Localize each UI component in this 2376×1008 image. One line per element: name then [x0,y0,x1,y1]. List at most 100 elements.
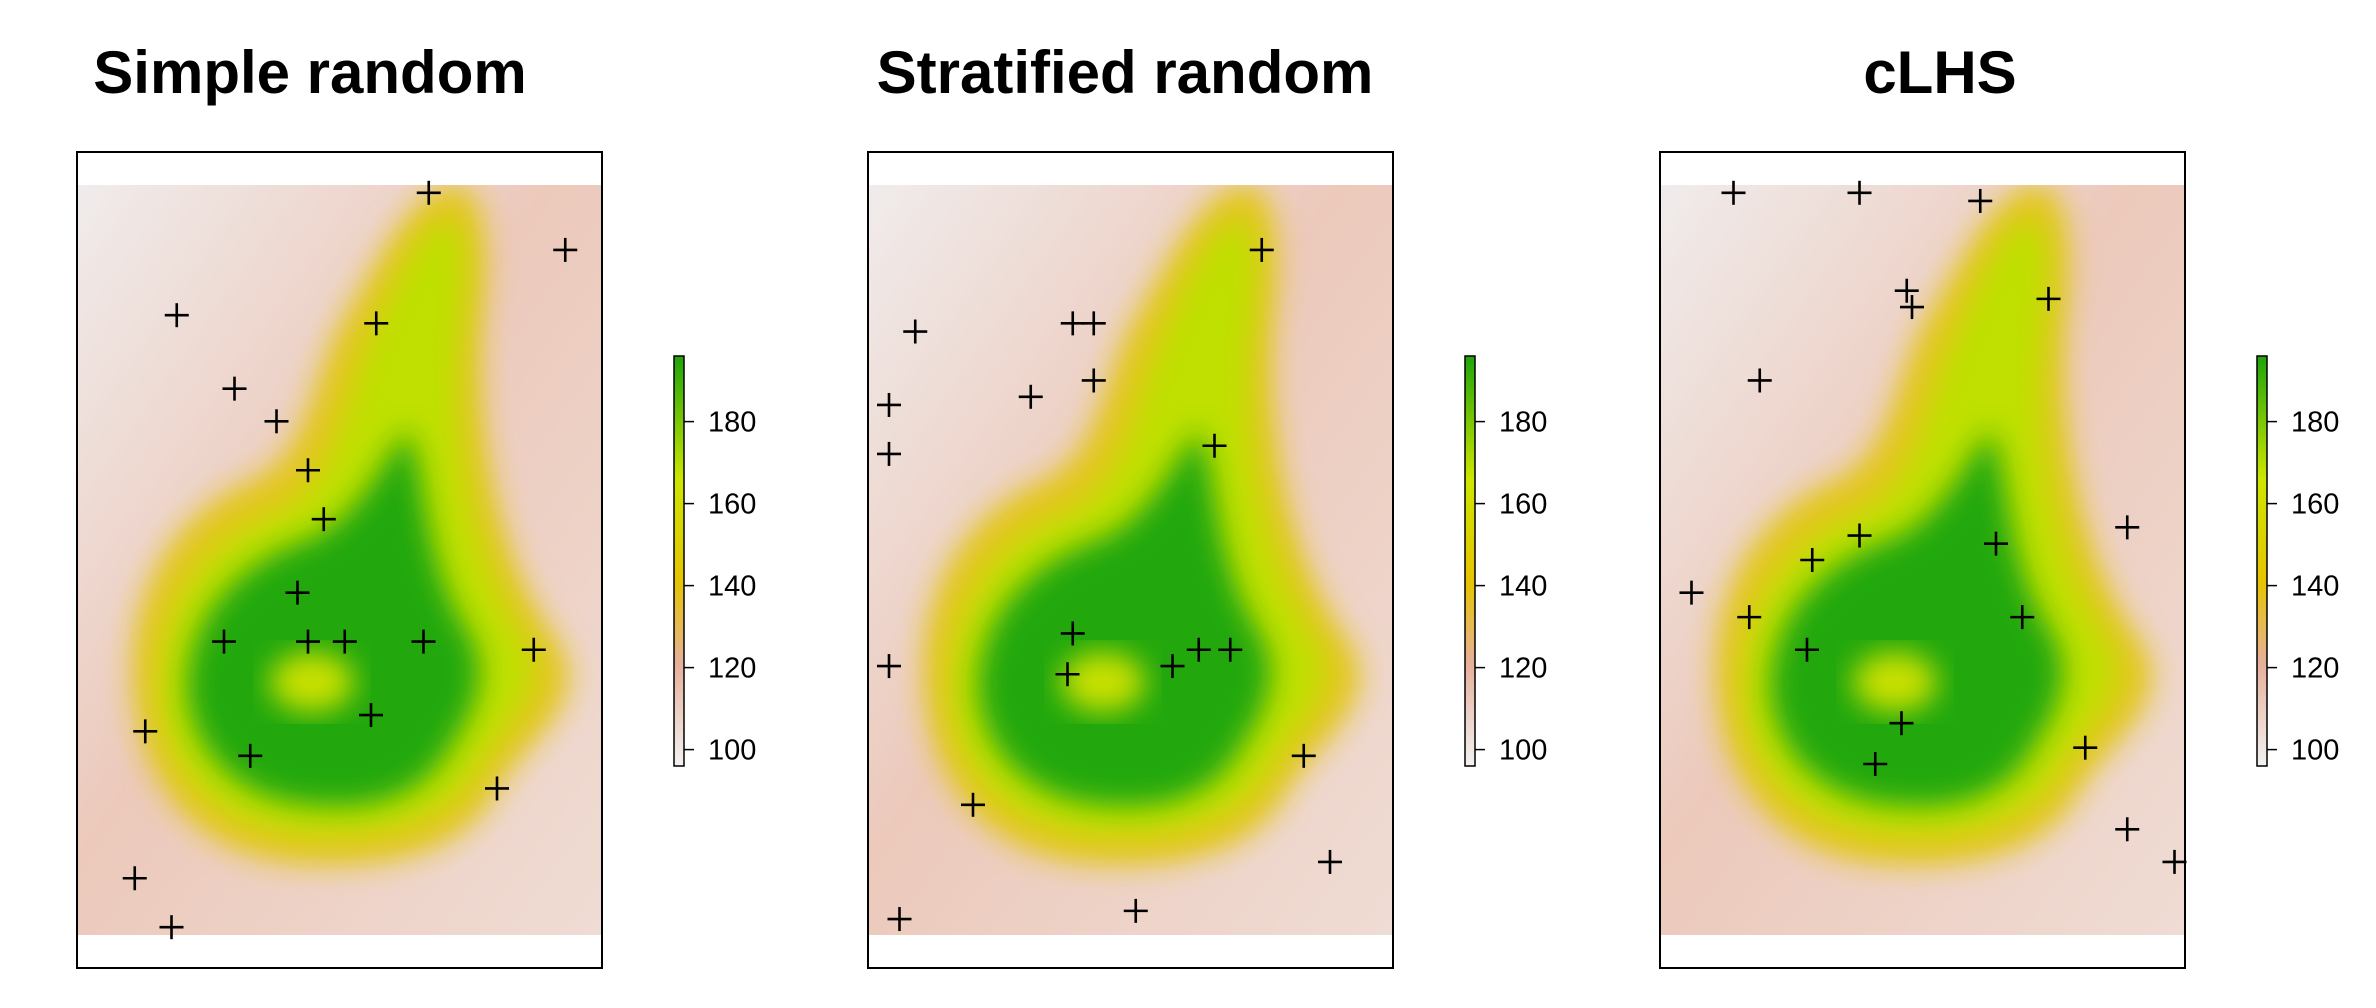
sample-point [903,319,928,344]
sample-point [1081,311,1106,336]
colorbar-tick-label: 180 [708,407,756,439]
sample-point [2036,286,2061,311]
panel-3: 100 120 140 160 180 [1659,151,2339,969]
plot-frame [76,151,603,969]
sample-point [2073,735,2098,760]
colorbar-tick-label: 120 [708,653,756,685]
colorbar-tick-label: 180 [1499,407,1547,439]
sample-point [1900,295,1924,320]
sample-point [364,311,389,336]
sample-point [416,180,441,205]
panel-title-3: cLHS [1863,39,2017,106]
sample-point [1055,662,1080,687]
plot-frame [867,151,1394,969]
sample-point [1968,188,1993,213]
sample-point [311,507,336,532]
central-low-spot [1853,652,1937,712]
sample-point [1081,368,1106,393]
colorbar-ramp [673,355,685,767]
sample-point [1894,278,1919,303]
zone-160-190 [1770,430,2063,807]
colorbar-ramp [2256,355,2268,767]
colorbar-ramp [1464,355,1476,767]
colorbar-tick-label: 140 [2291,571,2339,603]
sample-point [2115,817,2140,842]
sample-point [222,376,247,401]
sample-point [2162,849,2187,874]
sample-point [961,792,985,817]
sample-point [521,637,546,662]
sample-point [264,409,289,434]
colorbar-tick-label: 100 [2291,735,2339,767]
sample-point [1018,384,1043,409]
sample-point [1060,311,1085,336]
sample-point [296,629,320,654]
sample-point [1795,637,1819,662]
raster-field [868,185,1393,935]
sample-point [1889,711,1914,736]
zone-160-190 [978,430,1271,807]
sample-point [122,866,147,891]
sample-point [133,719,158,744]
panel-2: 100 120 140 160 180 [867,151,1547,969]
sample-point [1249,237,1274,262]
colorbar-tick-label: 120 [1499,653,1547,685]
sample-points [877,237,1342,932]
sample-point [159,915,184,940]
sample-point [877,654,901,679]
panel-1: 100 120 140 160 180 [76,151,756,969]
central-low-spot [1061,652,1145,712]
raster-field [77,185,602,935]
colorbar-tick-label: 100 [1499,735,1547,767]
colorbar: 100 120 140 160 180 [673,355,756,767]
sample-point [877,441,901,466]
colorbar: 100 120 140 160 180 [1464,355,1547,767]
sample-point [1847,180,1872,205]
colorbar-tick-label: 140 [708,571,756,603]
sample-point [2115,515,2140,540]
sample-point [553,237,578,262]
sample-point [1318,849,1342,874]
colorbar-tick-label: 160 [708,489,756,521]
sample-points [122,180,578,940]
sample-point [1160,654,1185,679]
sample-point [1186,637,1211,662]
sample-point [2010,605,2035,630]
sample-point [887,907,912,932]
sample-point [359,703,383,728]
colorbar-tick-label: 100 [708,735,756,767]
colorbar: 100 120 140 160 180 [2256,355,2339,767]
sample-point [1747,368,1772,393]
sample-point [1218,637,1243,662]
sample-point [1060,621,1085,646]
sample-point [1863,752,1888,776]
sample-point [1847,523,1872,548]
sample-point [1123,898,1148,923]
colorbar-tick-label: 160 [1499,489,1547,521]
sample-point [1291,743,1316,768]
panel-title-1: Simple random [93,39,527,106]
sample-point [1737,605,1762,630]
colorbar-tick-label: 140 [1499,571,1547,603]
sample-point [877,392,901,417]
colorbar-tick-label: 180 [2291,407,2339,439]
sample-point [296,458,320,483]
colorbar-tick-label: 120 [2291,653,2339,685]
sample-point [1202,433,1227,458]
sample-point [1800,548,1825,572]
zone-160-190 [187,430,480,807]
sample-point [212,629,236,654]
raster-field [1660,185,2185,935]
colorbar-tick-label: 160 [2291,489,2339,521]
sample-point [332,629,357,654]
plot-frame [1659,151,2186,969]
sample-point [1679,580,1704,605]
sample-point [485,776,509,801]
panel-title-2: Stratified random [876,39,1374,106]
sample-point [1721,180,1746,205]
sample-point [285,580,310,605]
sample-point [164,303,189,328]
sample-points [1679,180,2187,874]
sample-point [238,743,263,768]
